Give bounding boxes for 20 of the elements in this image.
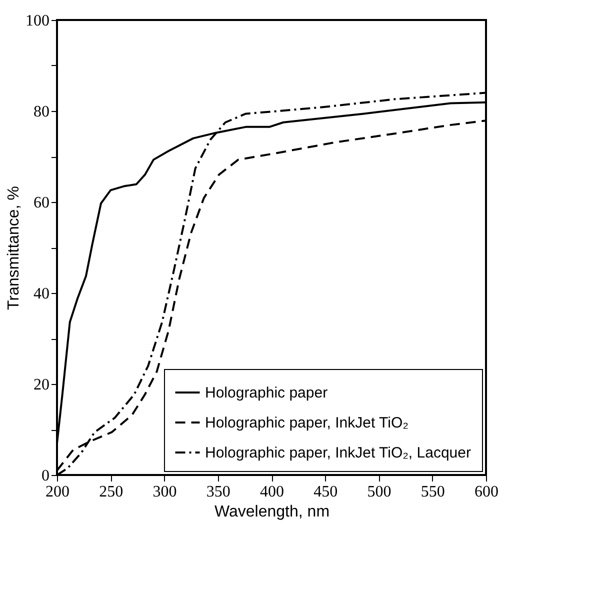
- y-tick-label: 80: [34, 104, 50, 120]
- x-tick-label: 300: [152, 484, 177, 500]
- x-tick-label: 450: [314, 484, 338, 500]
- y-tick-label: 0: [42, 468, 50, 484]
- x-tick-label: 500: [367, 484, 392, 500]
- x-tick-label: 550: [420, 484, 445, 500]
- legend-label: Holographic paper: [205, 384, 328, 402]
- y-tick-label: 20: [34, 376, 50, 394]
- legend-label: Holographic paper, InkJet TiO₂, Lacquer: [205, 444, 471, 462]
- y-axis-title: Transmittance, %: [6, 186, 22, 310]
- legend-label: Holographic paper, InkJet TiO₂: [205, 414, 409, 432]
- x-tick-label: 250: [99, 484, 124, 500]
- y-tick-label: 100: [26, 12, 50, 30]
- x-tick-label: 600: [474, 484, 498, 500]
- y-tick-label: 60: [34, 194, 50, 212]
- x-tick-label: 400: [260, 484, 284, 500]
- x-axis-title: Wavelength, nm: [214, 504, 330, 520]
- y-tick-label: 40: [34, 286, 50, 302]
- x-tick-label: 200: [46, 484, 70, 500]
- x-tick-label: 350: [206, 484, 230, 500]
